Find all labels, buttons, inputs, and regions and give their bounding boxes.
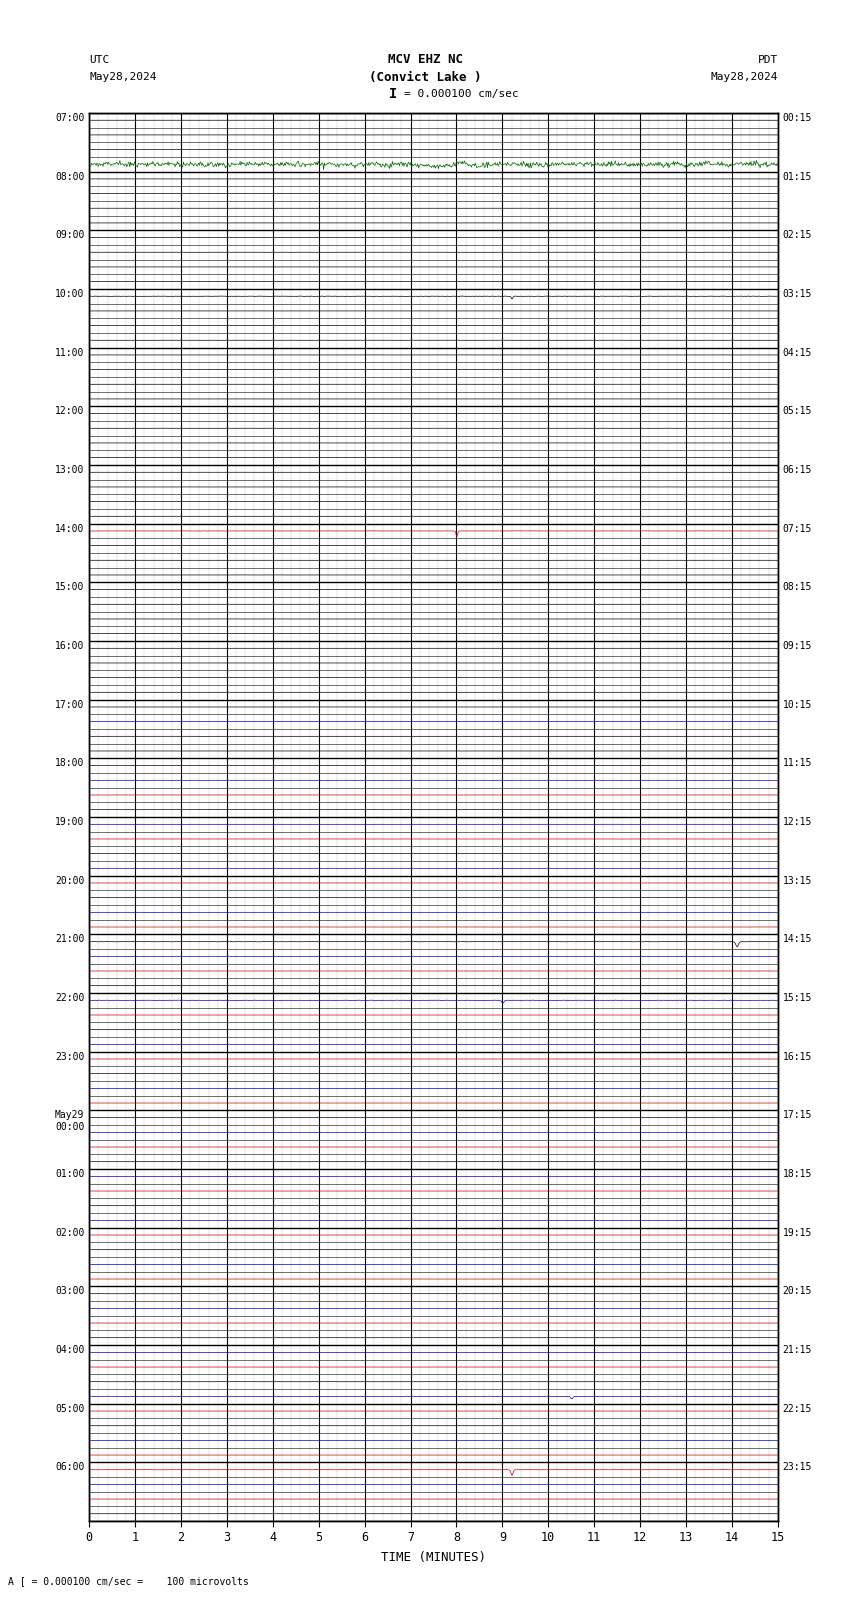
Text: PDT: PDT	[757, 55, 778, 65]
Text: = 0.000100 cm/sec: = 0.000100 cm/sec	[404, 89, 518, 98]
Text: (Convict Lake ): (Convict Lake )	[369, 71, 481, 84]
Text: MCV EHZ NC: MCV EHZ NC	[388, 53, 462, 66]
Text: UTC: UTC	[89, 55, 110, 65]
Text: May28,2024: May28,2024	[711, 73, 778, 82]
Text: A [ = 0.000100 cm/sec =    100 microvolts: A [ = 0.000100 cm/sec = 100 microvolts	[8, 1576, 249, 1586]
Text: I: I	[388, 87, 397, 100]
Text: May28,2024: May28,2024	[89, 73, 156, 82]
X-axis label: TIME (MINUTES): TIME (MINUTES)	[381, 1552, 486, 1565]
